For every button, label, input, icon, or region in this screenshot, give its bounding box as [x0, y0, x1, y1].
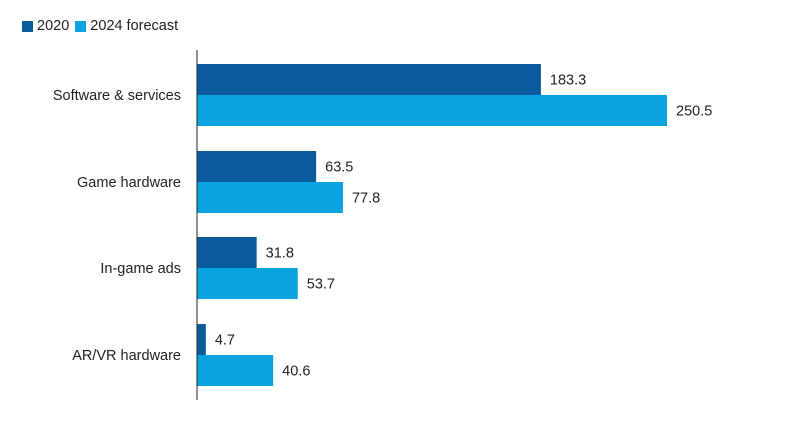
value-label-game-hardware-2020: 63.5: [325, 160, 353, 176]
category-label-game-hardware: Game hardware: [77, 175, 181, 191]
bar-in-game-ads-2024-forecast: [197, 268, 298, 299]
bar-game-hardware-2020: [197, 151, 317, 182]
legend-label-2024-forecast: 2024 forecast: [90, 18, 179, 34]
category-label-ar-vr-hardware: AR/VR hardware: [72, 348, 181, 364]
category-label-software-services: Software & services: [53, 88, 181, 104]
bar-software-services-2020: [197, 64, 541, 95]
legend-item-2020: 2020: [22, 18, 69, 34]
bar-ar-vr-hardware-2024-forecast: [197, 355, 274, 386]
value-label-software-services-2020: 183.3: [550, 73, 586, 89]
value-label-ar-vr-hardware-2020: 4.7: [215, 333, 235, 349]
value-label-ar-vr-hardware-2024-forecast: 40.6: [282, 364, 310, 380]
value-label-software-services-2024-forecast: 250.5: [676, 104, 712, 120]
legend-swatch-2020: [22, 20, 33, 32]
value-label-in-game-ads-2024-forecast: 53.7: [307, 277, 335, 293]
bar-ar-vr-hardware-2020: [197, 324, 206, 355]
bar-in-game-ads-2020: [197, 237, 257, 268]
legend-item-2024-forecast: 2024 forecast: [75, 18, 178, 34]
legend-label-2020: 2020: [37, 18, 70, 34]
legend: 2020 2024 forecast: [22, 18, 184, 34]
value-label-in-game-ads-2020: 31.8: [266, 246, 294, 262]
value-label-game-hardware-2024-forecast: 77.8: [352, 191, 380, 207]
category-label-in-game-ads: In-game ads: [100, 261, 181, 277]
bar-game-hardware-2024-forecast: [197, 182, 343, 213]
legend-swatch-2024-forecast: [75, 20, 87, 32]
bar-software-services-2024-forecast: [197, 95, 667, 126]
